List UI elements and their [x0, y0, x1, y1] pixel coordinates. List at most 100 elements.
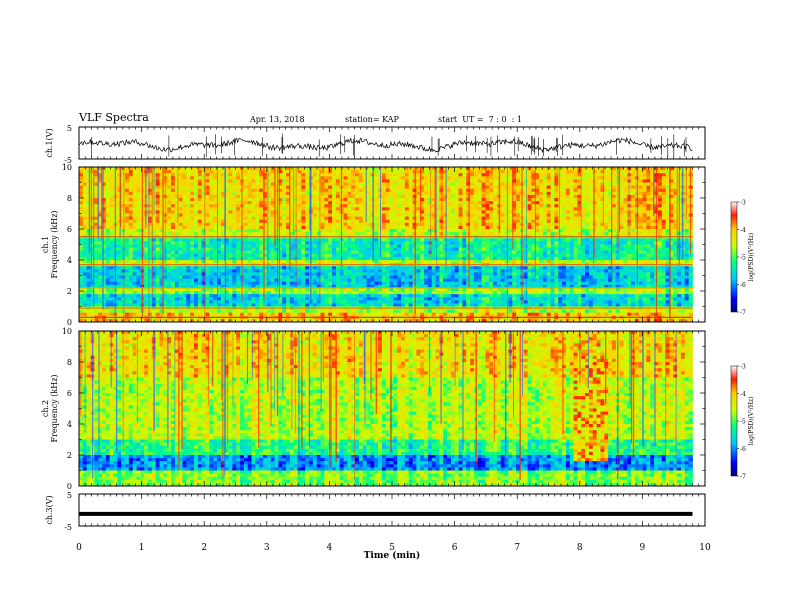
ch1-spectrogram-cell — [404, 238, 410, 242]
ch1-spectrogram-cell — [205, 269, 210, 273]
ch1-spectrogram-cell — [305, 318, 310, 323]
ch1-spectrogram-cell — [343, 176, 348, 180]
ch1-spectrogram-cell — [217, 198, 222, 202]
ch1-spectrogram-cell — [194, 213, 199, 217]
ch1-spectrogram-cell — [358, 204, 364, 208]
ch1-spectrogram-cell — [236, 250, 241, 255]
ch1-spectrogram-cell — [94, 225, 99, 230]
ch1-spectrogram-cell — [355, 275, 360, 279]
ch1-spectrogram-cell — [454, 241, 459, 245]
ch1-spectrogram-cell — [194, 303, 199, 307]
ch1-spectrogram-cell — [201, 182, 206, 186]
ch1-spectrogram-cell — [274, 250, 279, 255]
ch1-spectrogram-cell — [431, 198, 436, 202]
ch1-spectrogram-cell — [255, 253, 260, 258]
ch1-spectrogram-cell — [224, 219, 229, 224]
ch1-spectrogram-cell — [381, 238, 387, 242]
ch1-spectrogram-cell — [416, 191, 421, 196]
ch1-spectrogram-cell — [197, 278, 203, 283]
ch1-spectrogram-cell — [420, 238, 425, 242]
ch1-spectrogram-cell — [289, 300, 295, 304]
ch1-spectrogram-cell — [274, 198, 279, 202]
ch1-spectrogram-cell — [339, 278, 344, 283]
ch1-spectrogram-cell — [251, 250, 256, 255]
ch1-spectrogram-cell — [128, 281, 134, 286]
ch1-spectrogram-cell — [178, 225, 183, 230]
ch1-spectrogram-cell — [443, 297, 448, 301]
ch1-spectrogram-cell — [443, 291, 448, 295]
ch1-spectrogram-cell — [151, 216, 157, 221]
ch1-spectrogram-cell — [117, 272, 122, 276]
ch1-spectrogram-cell — [358, 281, 364, 286]
ch1-spectrogram-cell — [278, 188, 283, 193]
ch1-spectrogram-cell — [274, 284, 279, 289]
ch1-spectrogram-cell — [167, 201, 172, 205]
ch1-spectrogram-cell — [385, 219, 390, 224]
ch1-spectrogram-cell — [232, 204, 237, 208]
ch1-spectrogram-cell — [117, 198, 122, 202]
ch1-spectrogram-cell — [355, 229, 360, 233]
ch1-spectrogram-cell — [324, 229, 329, 233]
ch1-spectrogram-cell — [128, 194, 134, 199]
ch1-spectrogram-cell — [159, 207, 164, 211]
ch1-spectrogram-cell — [251, 291, 256, 295]
ch1-spectrogram-cell — [328, 176, 333, 180]
ch1-spectrogram-cell — [347, 191, 352, 196]
ch1-spectrogram-cell — [240, 300, 245, 304]
ch1-spectrogram-cell — [362, 244, 367, 248]
ch1-spectrogram-cell — [194, 182, 199, 186]
ch1-spectrogram-cell — [144, 300, 149, 304]
ch1-spectrogram-cell — [362, 278, 367, 283]
ch1-spectrogram-cell — [178, 247, 183, 252]
ch1-spectrogram-cell — [148, 294, 153, 298]
ch1-spectrogram-cell — [132, 182, 137, 186]
ch1-spectrogram-cell — [205, 287, 210, 292]
ch1-spectrogram-cell — [190, 250, 195, 255]
ch1-spectrogram-cell — [90, 303, 95, 307]
ch1-spectrogram-cell — [232, 266, 237, 270]
ch1-spectrogram-cell — [347, 232, 352, 236]
ch1-spectrogram-cell — [102, 207, 107, 211]
ch1-spectrogram-cell — [443, 219, 448, 224]
ch1-spectrogram-cell — [159, 204, 164, 208]
ch1-spectrogram-cell — [186, 281, 191, 286]
ch1-spectrogram-cell — [220, 232, 226, 236]
ch1-spectrogram-cell — [266, 191, 272, 196]
ch1-spectrogram-cell — [381, 173, 387, 177]
ch1-spectrogram-cell — [286, 188, 291, 193]
ch1-spectrogram-cell — [401, 284, 406, 289]
ch1-spectrogram-cell — [232, 294, 237, 298]
ch1-spectrogram-cell — [197, 188, 203, 193]
ch1-spectrogram-cell — [266, 222, 272, 227]
ch1-spectrogram-cell — [266, 272, 272, 276]
ch1-spectrogram-cell — [286, 207, 291, 211]
ch1-spectrogram-cell — [117, 167, 122, 171]
ch1-spectrogram-cell — [301, 287, 306, 292]
ch1-spectrogram-cell — [355, 213, 360, 217]
ch1-spectrogram-cell — [144, 253, 149, 258]
ch1-spectrogram-cell — [374, 210, 379, 214]
ch1-spectrogram-cell — [136, 241, 141, 245]
ch1-spectrogram-cell — [201, 185, 206, 190]
ch1-spectrogram-cell — [201, 294, 206, 298]
ch1-spectrogram-cell — [289, 216, 295, 221]
ch1-spectrogram-cell — [79, 182, 84, 186]
ch1-spectrogram-cell — [186, 250, 191, 255]
ch1-spectrogram-cell — [416, 225, 421, 230]
ch1-spectrogram-cell — [194, 219, 199, 224]
ch1-spectrogram-cell — [163, 287, 168, 292]
ch1-spectrogram-cell — [424, 278, 429, 283]
ch1-spectrogram-cell — [305, 253, 310, 258]
ch1-spectrogram-cell — [320, 294, 325, 298]
ch1-spectrogram-cell — [90, 225, 95, 230]
ch1-spectrogram-cell — [316, 244, 321, 248]
ch1-spectrogram-cell — [335, 253, 341, 258]
ch1-spectrogram-cell — [94, 294, 99, 298]
ch1-spectrogram-cell — [174, 284, 180, 289]
ch1-spectrogram-cell — [286, 291, 291, 295]
ch1-spectrogram-cell — [94, 244, 99, 248]
ch1-spectrogram-cell — [263, 294, 268, 298]
ch1-spectrogram-cell — [431, 303, 436, 307]
ch1-spectrogram-cell — [389, 250, 394, 255]
ch1-spectrogram-cell — [224, 269, 229, 273]
